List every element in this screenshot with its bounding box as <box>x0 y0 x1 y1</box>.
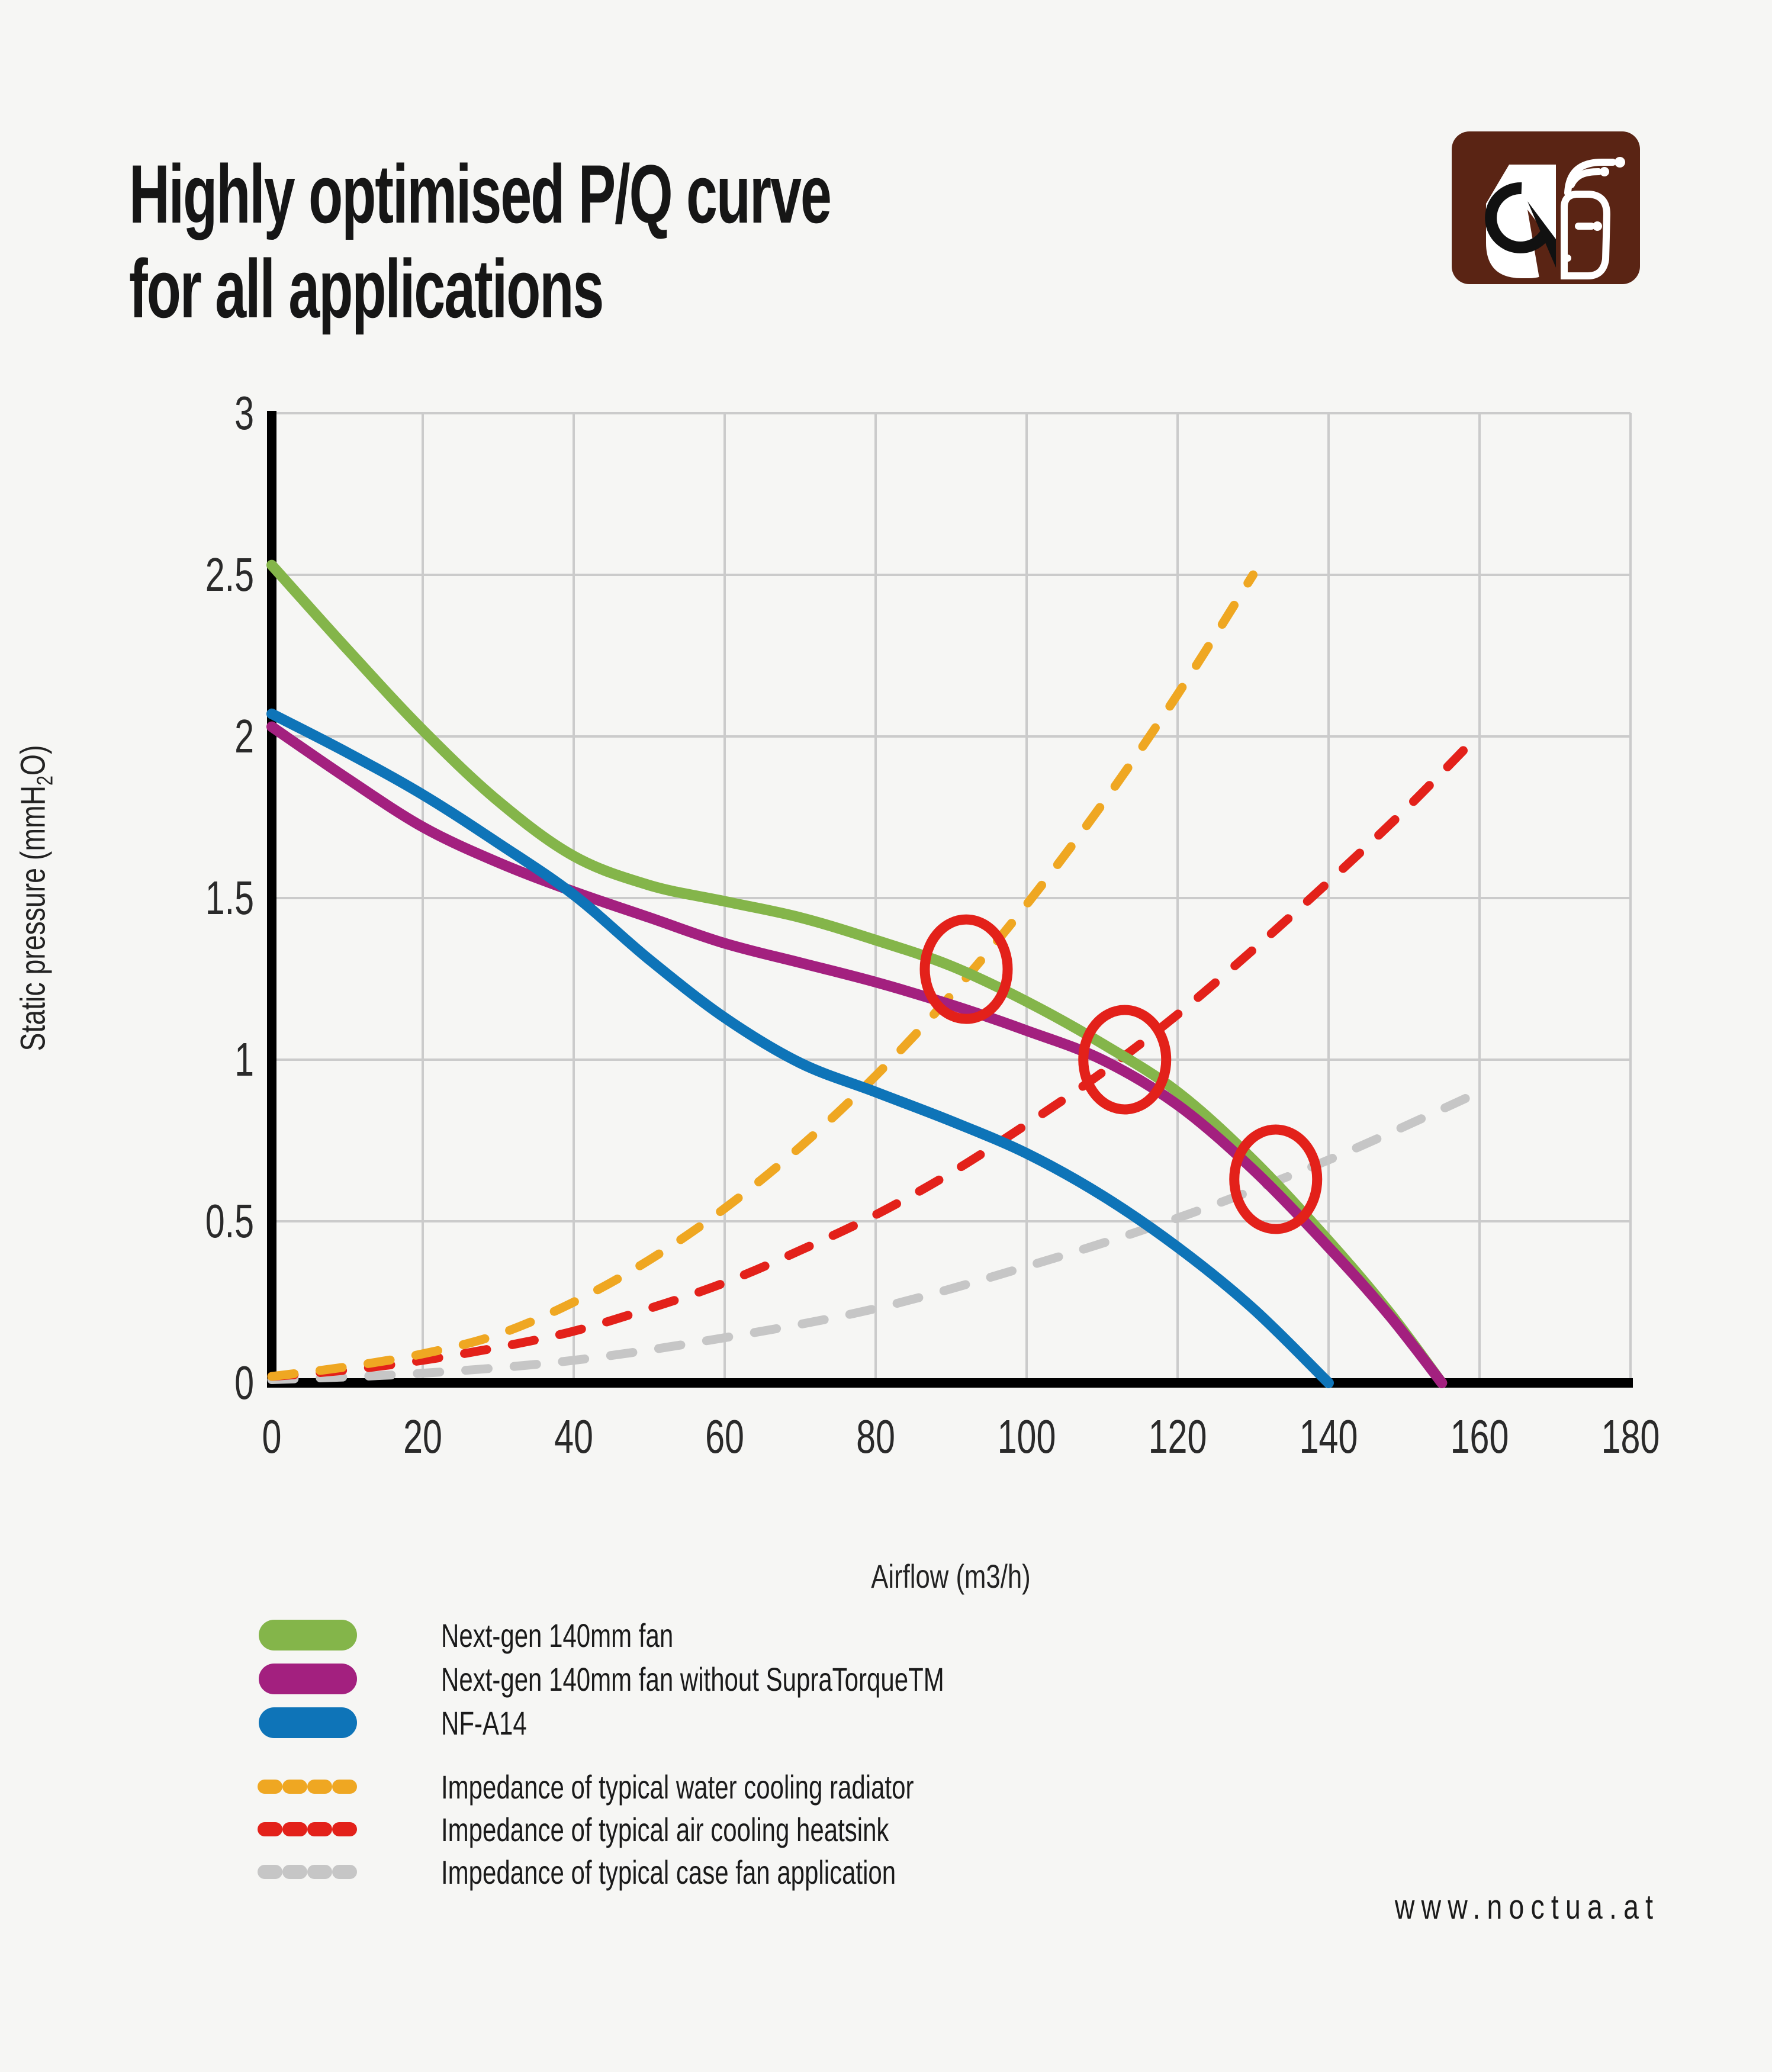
legend-swatch-solid-green <box>259 1620 357 1650</box>
y-tick-label: 0 <box>234 1356 254 1409</box>
series-curve-5 <box>267 1088 1484 1384</box>
y-tick-label: 2.5 <box>205 548 254 601</box>
y-tick-label: 0.5 <box>205 1195 254 1247</box>
legend: Next-gen 140mm fan Next-gen 140mm fan wi… <box>258 1616 1112 1891</box>
x-tick-label: 60 <box>705 1410 744 1463</box>
legend-swatch-solid-blue <box>259 1707 357 1738</box>
intersection-marker-circle <box>1229 1124 1323 1234</box>
page-title: Highly optimised P/Q curve for all appli… <box>129 147 832 336</box>
x-tick-label: 0 <box>262 1410 282 1463</box>
legend-label: Next-gen 140mm fan without SupraTorqueTM <box>441 1660 944 1698</box>
legend-swatch-solid-magenta <box>259 1664 357 1694</box>
legend-swatch-dashed-red <box>258 1822 358 1836</box>
x-tick-label: 80 <box>856 1410 895 1463</box>
legend-item-water-cooling-impedance: Impedance of typical water cooling radia… <box>258 1768 1112 1806</box>
x-tick-label: 40 <box>554 1410 593 1463</box>
x-tick-label: 20 <box>403 1410 442 1463</box>
legend-swatch-dashed-orange <box>258 1780 358 1794</box>
legend-swatch-dashed-gray <box>258 1865 358 1879</box>
noctua-website-url: www.noctua.at <box>1394 1888 1660 1926</box>
legend-label: Next-gen 140mm fan <box>441 1616 674 1654</box>
series-curve-4 <box>267 745 1469 1381</box>
page-title-line2: for all applications <box>129 242 604 335</box>
page-title-line1: Highly optimised P/Q curve <box>129 147 832 240</box>
x-axis-label: Airflow (m3/h) <box>871 1558 1031 1595</box>
legend-label: Impedance of typical water cooling radia… <box>441 1768 914 1806</box>
x-tick-label: 140 <box>1299 1410 1358 1463</box>
legend-item-case-fan-impedance: Impedance of typical case fan applicatio… <box>258 1853 1112 1891</box>
x-tick-label: 120 <box>1148 1410 1207 1463</box>
legend-label: Impedance of typical air cooling heatsin… <box>441 1810 889 1848</box>
x-tick-label: 180 <box>1601 1410 1660 1463</box>
legend-item-next-gen-fan: Next-gen 140mm fan <box>258 1616 1112 1654</box>
series-curve-2 <box>266 708 1334 1388</box>
legend-label: NF-A14 <box>441 1704 527 1742</box>
y-tick-label: 3 <box>234 387 254 439</box>
series-curve-0 <box>266 559 1448 1388</box>
y-tick-label: 1 <box>234 1033 254 1086</box>
intersection-marker-circle <box>919 914 1013 1024</box>
legend-item-next-gen-fan-no-supratorque: Next-gen 140mm fan without SupraTorqueTM <box>258 1660 1112 1698</box>
x-tick-label: 100 <box>997 1410 1056 1463</box>
noctua-owl-logo-graphic <box>1452 131 1640 284</box>
intersection-marker-circle <box>1078 1005 1172 1115</box>
legend-item-air-cooling-impedance: Impedance of typical air cooling heatsin… <box>258 1810 1112 1848</box>
noctua-owl-logo <box>1452 131 1640 284</box>
x-tick-label: 160 <box>1450 1410 1509 1463</box>
legend-label: Impedance of typical case fan applicatio… <box>441 1853 896 1891</box>
y-tick-label: 1.5 <box>205 871 254 924</box>
y-tick-label: 2 <box>234 710 254 762</box>
legend-item-nf-a14: NF-A14 <box>258 1704 1112 1742</box>
series-curve-3 <box>267 570 1258 1381</box>
pq-curve-plot <box>266 411 1633 1388</box>
series-curve-1 <box>266 721 1448 1388</box>
y-axis-label: Static pressure (mmH2O) <box>14 745 57 1051</box>
